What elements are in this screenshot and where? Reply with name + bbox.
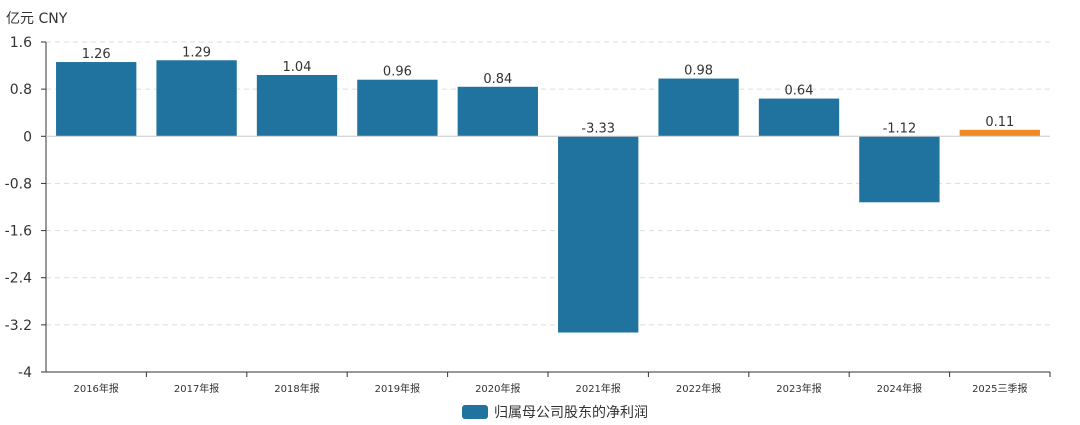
legend-swatch [462,405,488,419]
data-label: 0.98 [684,64,713,79]
x-tick-label: 2019年报 [375,382,420,395]
y-tick-label: 1.6 [10,35,32,51]
legend-label: 归属母公司股东的净利润 [494,405,648,421]
x-tick-label: 2018年报 [274,382,319,395]
y-tick-label: -3.2 [5,318,32,334]
data-label: 0.64 [785,84,814,99]
x-tick-label: 2022年报 [676,382,721,395]
legend-item[interactable]: 归属母公司股东的净利润 [462,402,648,422]
data-label: 0.84 [483,72,512,87]
bar [357,79,438,137]
bar [156,60,237,137]
y-tick-label: 0 [23,129,32,145]
bar [758,98,840,137]
x-tick-label: 2017年报 [174,382,219,395]
data-label: 1.26 [82,47,111,62]
data-label: 0.96 [383,65,412,80]
y-tick-label: -2.4 [5,271,32,287]
bar [658,78,739,137]
bar [859,136,940,203]
y-unit-label: 亿元 CNY [6,11,68,27]
data-label: 1.29 [182,45,211,60]
x-tick-label: 2021年报 [575,382,620,395]
bar [56,62,137,137]
data-label: 1.04 [283,60,312,75]
bar [558,136,639,333]
bar [256,75,338,137]
y-tick-label: -4 [18,365,32,381]
legend[interactable]: 归属母公司股东的净利润 [0,402,1080,423]
data-label: -1.12 [883,121,917,136]
y-tick-label: 0.8 [10,82,32,98]
x-tick-label: 2023年报 [776,382,821,395]
x-tick-label: 2025三季报 [972,382,1027,395]
y-tick-label: -0.8 [5,176,32,192]
data-label: -3.33 [581,121,615,136]
data-label: 0.11 [985,115,1014,130]
x-tick-label: 2024年报 [877,382,922,395]
bar [959,129,1040,137]
net-profit-bar-chart: 1.6 0.8 0 -0.8 -1.6 -2.4 -3.2 -4 1.26 2016年报 1.29 2… [5,35,1051,395]
x-tick-label: 2020年报 [475,382,520,395]
bar [457,86,538,137]
y-tick-label: -1.6 [5,224,32,240]
x-tick-label: 2016年报 [73,382,118,395]
